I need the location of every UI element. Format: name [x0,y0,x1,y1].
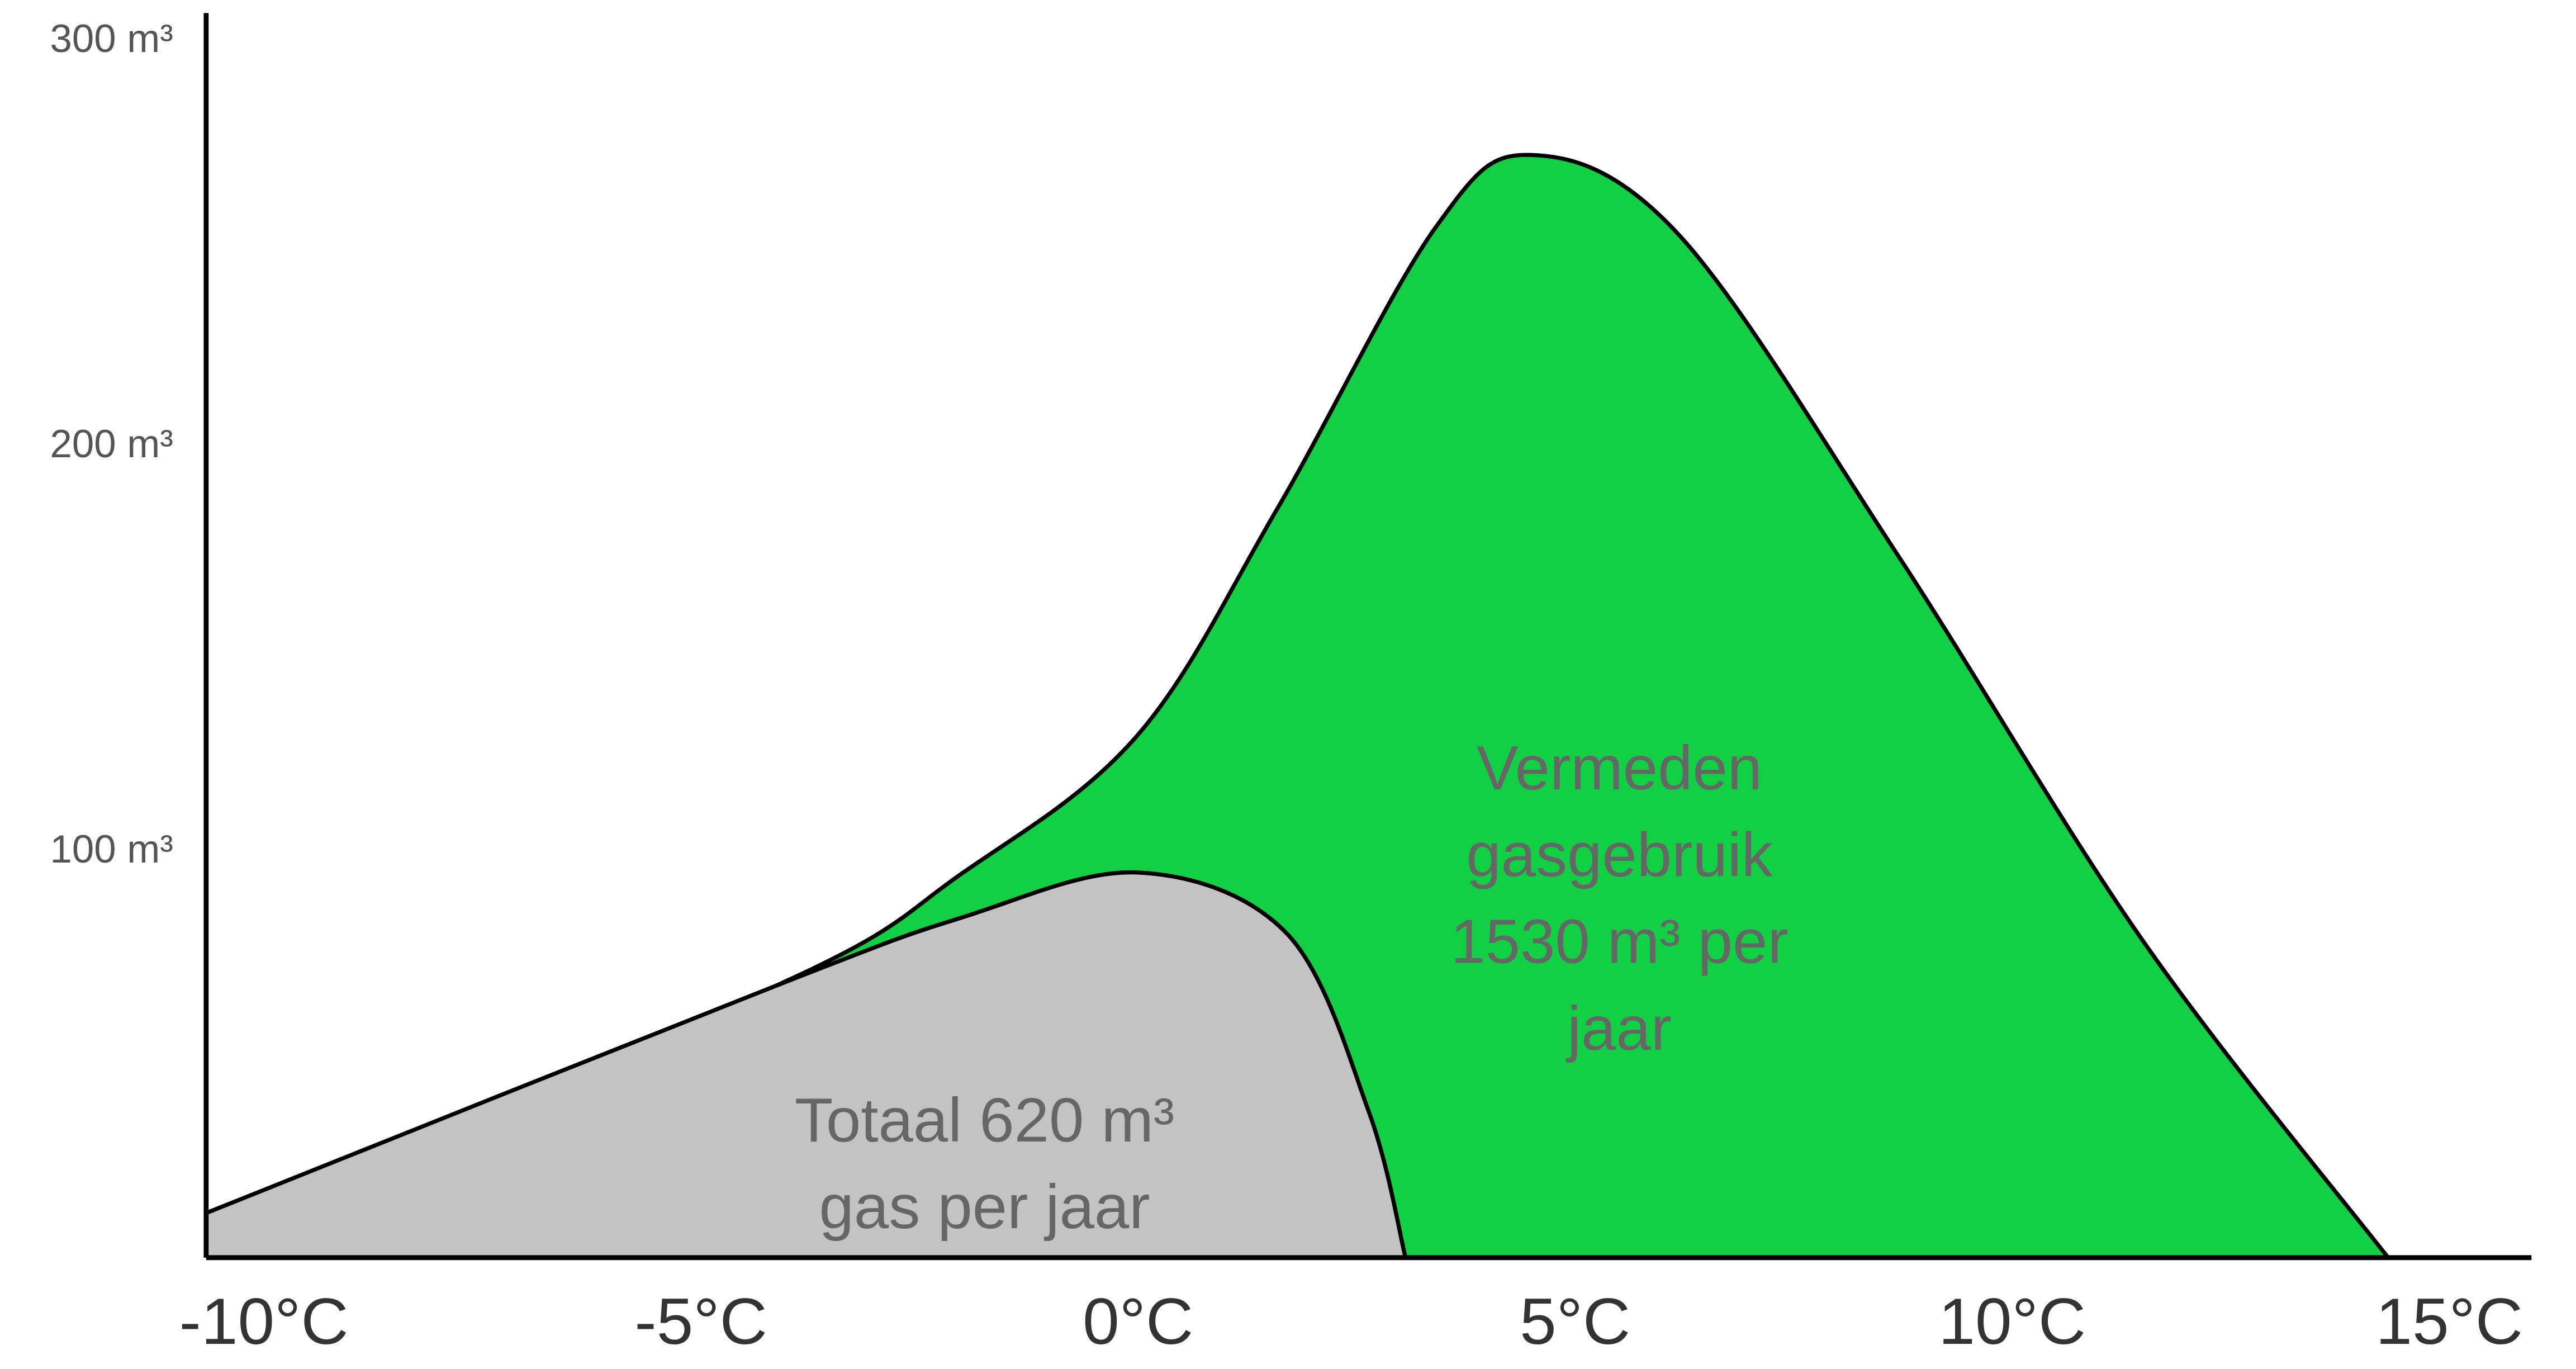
annotation: Totaal 620 m³ [795,1085,1174,1155]
y-tick-label: 100 m³ [50,827,173,871]
annotation: 1530 m³ per [1450,907,1789,977]
annotation: gas per jaar [819,1172,1150,1242]
x-tick-label: 15°C [2375,1285,2523,1358]
area [206,872,1406,1258]
x-tick-label: 5°C [1520,1285,1630,1358]
area [206,155,2388,1258]
annotation: gasgebruik [1466,820,1773,890]
annotation: Vermeden [1477,733,1762,803]
x-tick-label: 10°C [1938,1285,2086,1358]
annotation: jaar [1565,993,1672,1063]
x-tick-label: 0°C [1083,1285,1193,1358]
x-tick-label: -10°C [179,1285,349,1358]
x-tick-label: -5°C [634,1285,767,1358]
area-outline [205,153,2390,1259]
y-tick-label: 200 m³ [50,421,173,466]
y-tick-label: 300 m³ [50,16,173,60]
area-outline [205,870,1408,1258]
